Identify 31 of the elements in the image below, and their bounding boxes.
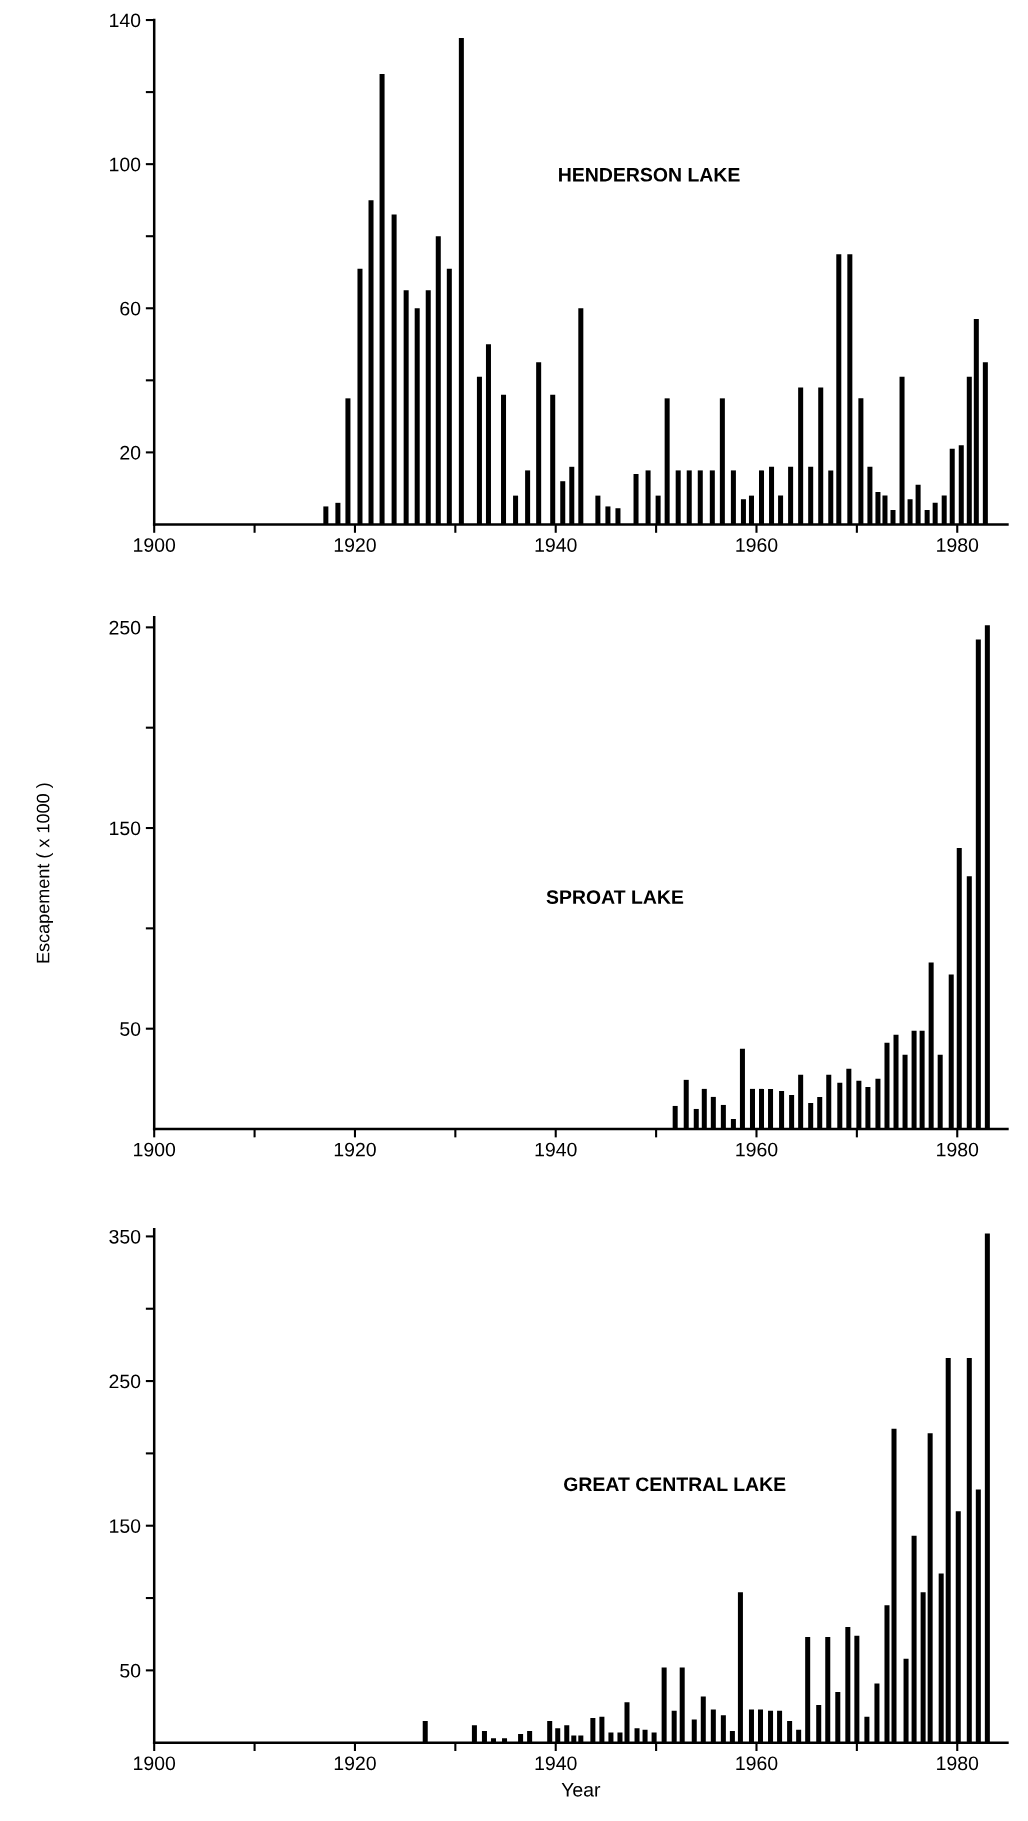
y-tick-label: 50 bbox=[120, 1663, 141, 1678]
y-tick-label: 50 bbox=[120, 1022, 141, 1036]
x-tick-label: 1920 bbox=[334, 538, 376, 552]
y-tick-label: 350 bbox=[109, 1229, 141, 1244]
y-tick-label: 20 bbox=[120, 445, 141, 460]
x-tick-label: 1940 bbox=[535, 1142, 577, 1157]
text: GREAT CENTRAL LAKE bbox=[564, 1477, 786, 1492]
x-tick-label: 1980 bbox=[937, 538, 979, 552]
x-tick-label: 1900 bbox=[134, 1142, 176, 1157]
x-tick-label: 1980 bbox=[937, 1142, 979, 1157]
y-tick-label: 250 bbox=[109, 1374, 141, 1389]
text: HENDERSON LAKE bbox=[559, 167, 740, 182]
x-tick-label: 1900 bbox=[134, 538, 176, 552]
y-tick-label: 140 bbox=[110, 13, 141, 28]
y-tick-label: 100 bbox=[110, 157, 141, 172]
y-tick-label: 60 bbox=[120, 301, 141, 316]
x-axis-title: Year bbox=[561, 1783, 601, 1797]
y-tick-label: 150 bbox=[110, 821, 141, 836]
x-tick-label: 1920 bbox=[334, 1142, 376, 1157]
x-tick-label: 1980 bbox=[937, 1756, 979, 1771]
y-tick-label: 150 bbox=[110, 1519, 141, 1533]
text: SPROAT LAKE bbox=[546, 890, 684, 904]
x-tick-label: 1940 bbox=[535, 1756, 577, 1771]
y-tick-label: 250 bbox=[109, 620, 141, 635]
x-tick-label: 1900 bbox=[134, 1756, 176, 1771]
x-tick-label: 1960 bbox=[736, 538, 778, 552]
x-tick-label: 1920 bbox=[334, 1756, 376, 1771]
x-tick-label: 1960 bbox=[736, 1142, 778, 1157]
y-axis-title: Escapement ( x 1000 ) bbox=[36, 783, 54, 963]
x-tick-label: 1940 bbox=[535, 538, 577, 552]
x-tick-label: 1960 bbox=[736, 1756, 778, 1771]
